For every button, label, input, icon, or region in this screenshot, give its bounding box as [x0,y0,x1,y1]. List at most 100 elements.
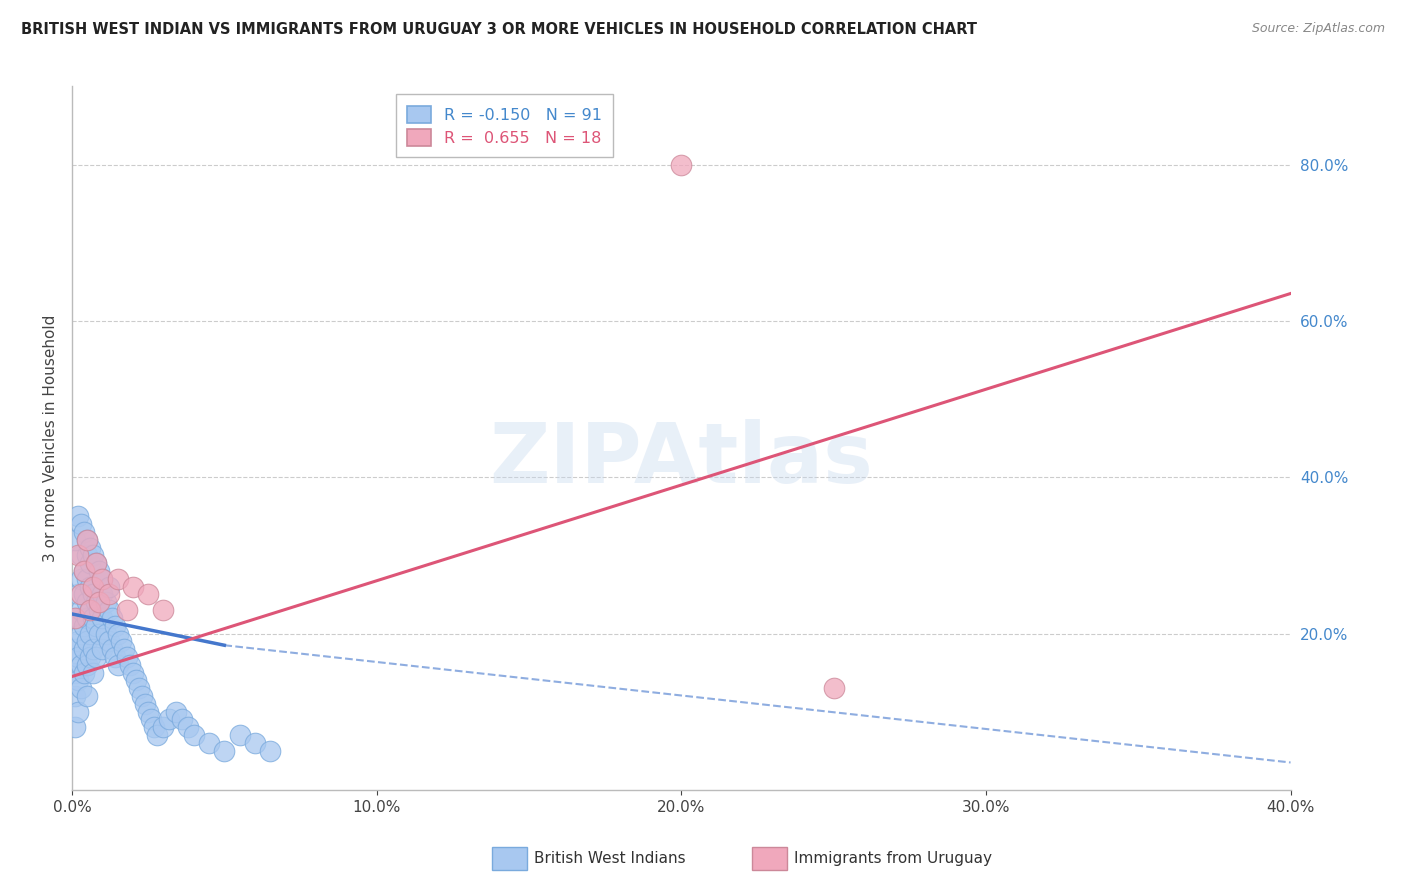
Point [82,642,104,657]
Point [823,681,845,696]
Point [152,603,174,617]
Point [82,611,104,625]
Point [73,564,96,578]
Point [79,580,101,594]
Text: British West Indians: British West Indians [534,851,686,865]
Point [76,611,98,625]
Point [110,634,132,648]
Point [63,611,86,625]
Point [67,634,90,648]
Point [89,595,111,609]
Point [86,618,108,632]
Point [63,611,86,625]
Point [100,611,122,625]
Text: BRITISH WEST INDIAN VS IMMIGRANTS FROM URUGUAY 3 OR MORE VEHICLES IN HOUSEHOLD C: BRITISH WEST INDIAN VS IMMIGRANTS FROM U… [21,22,977,37]
Point [79,650,101,665]
Point [63,689,86,703]
Point [107,626,129,640]
Point [91,572,114,586]
Point [143,720,166,734]
Point [86,556,108,570]
Point [79,603,101,617]
Point [70,626,93,640]
Point [183,728,205,742]
Point [86,595,108,609]
Point [63,533,86,547]
Point [152,720,174,734]
Point [104,650,127,665]
Point [89,626,111,640]
Point [214,744,236,758]
Point [76,634,98,648]
Point [82,665,104,680]
Point [67,650,90,665]
Point [67,509,90,524]
Point [70,587,93,601]
Point [131,689,153,703]
Point [67,611,90,625]
Point [67,549,90,563]
Point [76,533,98,547]
Point [79,541,101,555]
Point [76,533,98,547]
Point [76,572,98,586]
Point [70,572,93,586]
Point [165,705,187,719]
Point [125,673,148,688]
Point [128,681,150,696]
Point [63,720,86,734]
Point [104,618,127,632]
Point [177,720,200,734]
Point [70,517,93,532]
Point [67,705,90,719]
Point [94,626,117,640]
Point [107,657,129,672]
Point [107,572,129,586]
Legend: R = -0.150   N = 91, R =  0.655   N = 18: R = -0.150 N = 91, R = 0.655 N = 18 [396,95,613,157]
Point [76,689,98,703]
Point [91,572,114,586]
Point [91,642,114,657]
Point [76,549,98,563]
Point [89,564,111,578]
Point [79,556,101,570]
Point [70,549,93,563]
Point [70,603,93,617]
Point [134,697,156,711]
Point [97,634,120,648]
Point [91,587,114,601]
Point [115,603,138,617]
Point [73,618,96,632]
Point [159,713,181,727]
Point [228,728,250,742]
Point [136,587,159,601]
Point [146,728,169,742]
Point [122,665,145,680]
Point [63,665,86,680]
Point [122,580,145,594]
Point [100,642,122,657]
Point [70,681,93,696]
Point [112,642,135,657]
Point [115,650,138,665]
Point [198,736,221,750]
Point [82,587,104,601]
Point [89,603,111,617]
Point [97,603,120,617]
Text: Immigrants from Uruguay: Immigrants from Uruguay [794,851,993,865]
Point [82,549,104,563]
Point [73,564,96,578]
Point [73,524,96,539]
Point [86,650,108,665]
Text: Source: ZipAtlas.com: Source: ZipAtlas.com [1251,22,1385,36]
Point [73,587,96,601]
Point [73,665,96,680]
Point [141,713,163,727]
Point [63,642,86,657]
Point [671,157,693,171]
Point [79,626,101,640]
Point [67,587,90,601]
Point [136,705,159,719]
Point [91,611,114,625]
Point [67,673,90,688]
